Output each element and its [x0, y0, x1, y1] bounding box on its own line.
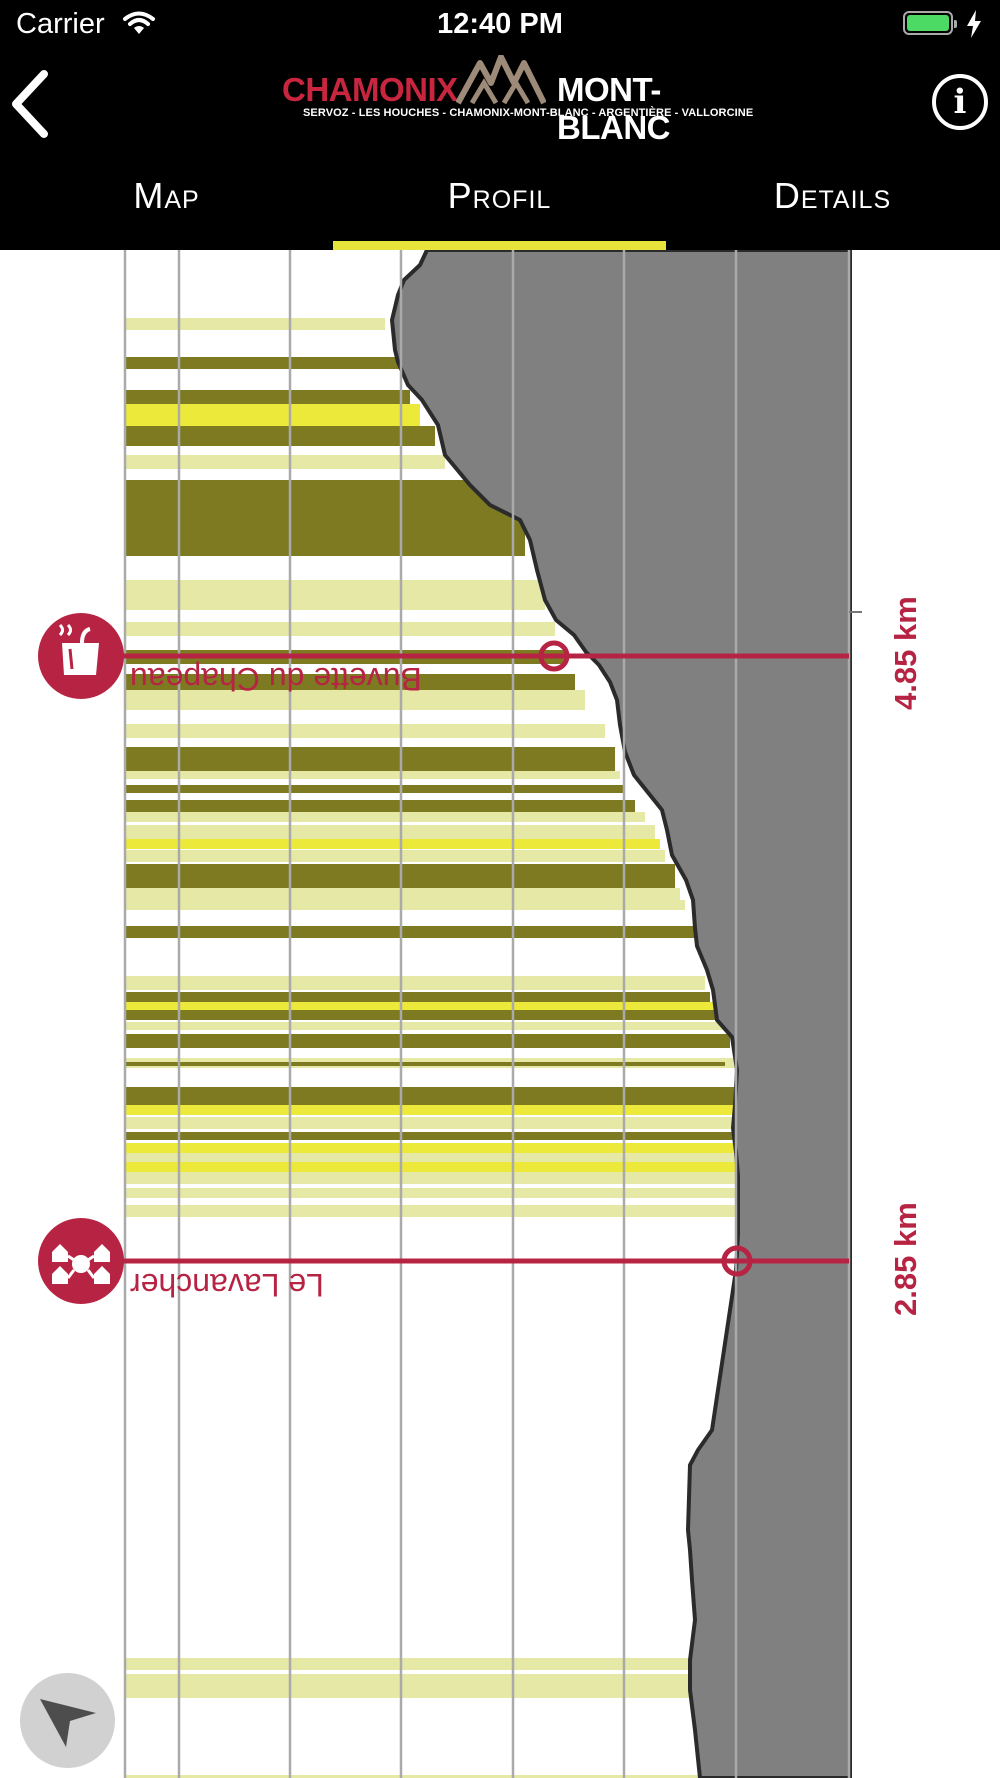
waypoint-icon-lavancher[interactable]: [38, 1218, 124, 1304]
mountain-logo-icon: [456, 55, 546, 105]
logo-subtitle: SERVOZ - LES HOUCHES - CHAMONIX-MONT-BLA…: [303, 107, 754, 119]
chevron-left-icon: [12, 70, 48, 138]
status-bar: Carrier 12:40 PM: [0, 0, 1000, 50]
village-icon: [52, 1244, 110, 1284]
locate-me-button[interactable]: [20, 1673, 115, 1768]
chamonix-logo: CHAMONIX MONT-BLANC SERVOZ - LES HOUCHES…: [280, 55, 754, 146]
waypoint-marker-buvette: [538, 640, 570, 672]
waypoint-icon-buvette[interactable]: [38, 613, 124, 699]
tab-map[interactable]: Map: [133, 175, 200, 216]
charging-bolt-icon: [967, 10, 981, 38]
elevation-profile-chart: [118, 250, 862, 1778]
elevation-profile[interactable]: Buvette du Chapeau 4.85 km Le Lavancher …: [0, 250, 1000, 1778]
info-button[interactable]: i: [932, 74, 988, 130]
tab-bar: Map Profil Details: [0, 152, 1000, 250]
refreshment-bar-icon: [58, 623, 99, 675]
waypoint-marker-lavancher: [721, 1245, 753, 1277]
carrier-label: Carrier: [16, 8, 105, 40]
logo-word-mont-blanc: MONT-BLANC: [557, 71, 670, 146]
info-icon: i: [953, 82, 967, 122]
tab-profil[interactable]: Profil: [333, 152, 666, 250]
tab-details[interactable]: Details: [773, 175, 892, 216]
waypoint-label-buvette: Buvette du Chapeau: [130, 661, 422, 697]
waypoint-distance-lavancher: 2.85 km: [888, 1202, 923, 1316]
waypoint-label-lavancher: Le Lavancher: [130, 1267, 324, 1303]
grid-lines: [123, 250, 851, 1778]
waypoint-distance-buvette: 4.85 km: [888, 596, 923, 710]
wifi-icon: [123, 11, 155, 34]
battery-icon: [903, 11, 957, 35]
navigation-arrow-icon: [40, 1699, 96, 1747]
logo-word-chamonix: CHAMONIX: [282, 71, 458, 108]
clock: 12:40 PM: [437, 8, 563, 40]
back-button[interactable]: [8, 70, 56, 138]
